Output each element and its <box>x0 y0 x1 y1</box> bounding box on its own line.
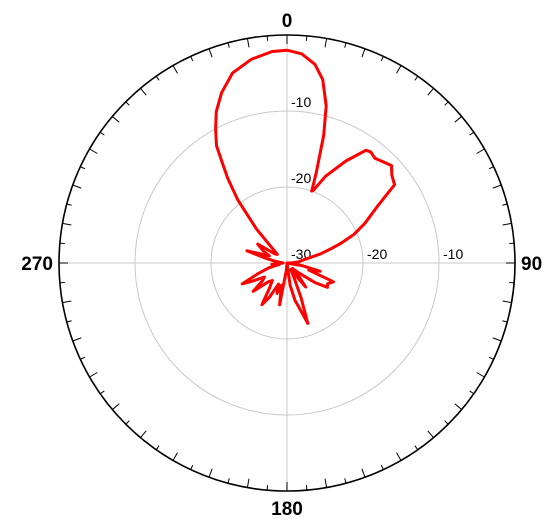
radial-label-top: -20 <box>291 170 311 186</box>
tick-mark <box>89 148 98 154</box>
tick-mark <box>72 184 82 189</box>
tick-mark <box>208 48 213 58</box>
tick-mark <box>140 430 147 438</box>
tick-mark <box>502 300 512 304</box>
tick-mark <box>227 478 230 484</box>
tick-mark <box>99 131 105 136</box>
angle-label-270: 270 <box>21 254 53 275</box>
tick-mark <box>488 166 494 170</box>
tick-mark <box>414 75 419 81</box>
tick-mark <box>80 356 86 360</box>
tick-mark <box>227 42 230 48</box>
series-trace <box>214 48 397 325</box>
tick-mark <box>361 468 366 478</box>
tick-mark <box>396 452 402 461</box>
tick-mark <box>125 420 130 425</box>
tick-mark <box>125 101 130 106</box>
tick-mark <box>476 372 485 378</box>
tick-mark <box>344 42 347 48</box>
tick-mark <box>140 88 147 96</box>
tick-mark <box>99 390 105 395</box>
tick-mark <box>62 222 72 226</box>
tick-mark <box>89 372 98 378</box>
tick-mark <box>488 356 494 360</box>
tick-mark <box>454 403 462 410</box>
angle-label-90: 90 <box>521 254 542 275</box>
tick-mark <box>427 430 434 438</box>
tick-mark <box>72 337 82 342</box>
outer-tick-marks <box>59 35 515 491</box>
angle-label-0: 0 <box>282 11 293 32</box>
tick-mark <box>344 478 347 484</box>
tick-mark <box>208 468 213 478</box>
tick-mark <box>172 452 178 461</box>
tick-mark <box>246 478 250 488</box>
tick-mark <box>361 48 366 58</box>
tick-mark <box>444 101 449 106</box>
angle-label-180: 180 <box>271 499 303 520</box>
radial-label-top: -10 <box>291 94 311 110</box>
tick-mark <box>414 445 419 451</box>
tick-mark <box>454 116 462 123</box>
tick-mark <box>155 75 160 81</box>
radial-label-right: -10 <box>443 246 463 262</box>
tick-mark <box>444 420 449 425</box>
tick-mark <box>502 222 512 226</box>
tick-mark <box>66 203 72 206</box>
tick-mark <box>62 300 72 304</box>
tick-mark <box>246 38 250 48</box>
tick-mark <box>190 56 194 62</box>
tick-mark <box>190 464 194 470</box>
pattern-series <box>214 48 397 325</box>
tick-mark <box>502 203 508 206</box>
tick-mark <box>492 184 502 189</box>
tick-mark <box>396 65 402 74</box>
tick-mark <box>155 445 160 451</box>
tick-mark <box>172 65 178 74</box>
tick-mark <box>469 131 475 136</box>
tick-mark <box>380 464 384 470</box>
tick-mark <box>80 166 86 170</box>
tick-mark <box>502 320 508 323</box>
tick-mark <box>324 478 328 488</box>
tick-mark <box>380 56 384 62</box>
tick-mark <box>324 38 328 48</box>
tick-mark <box>492 337 502 342</box>
tick-mark <box>66 320 72 323</box>
tick-mark <box>469 390 475 395</box>
tick-mark <box>476 148 485 154</box>
tick-mark <box>112 116 120 123</box>
radial-label-right: -20 <box>367 246 387 262</box>
tick-mark <box>112 403 120 410</box>
tick-mark <box>427 88 434 96</box>
